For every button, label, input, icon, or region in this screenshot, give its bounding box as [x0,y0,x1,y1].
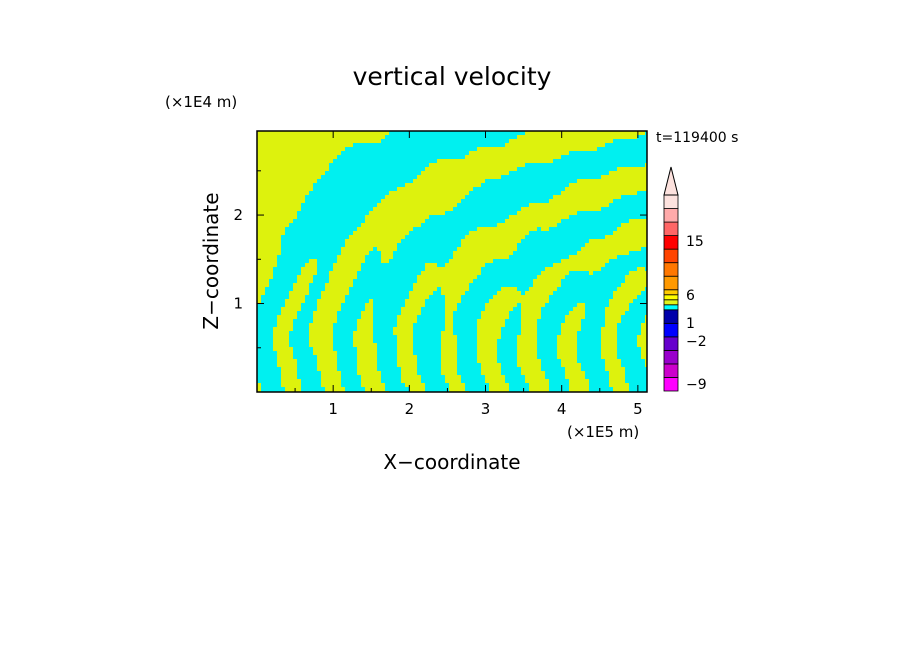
colorbar-segment [663,221,679,237]
colorbar-label: −9 [686,377,707,393]
time-label: t=119400 s [656,130,738,146]
x-tick-label: 1 [328,400,338,418]
colorbar-segment [663,322,679,338]
colorbar-segment [663,248,679,264]
colorbar-segment [663,289,679,296]
colorbar-label: 6 [686,288,695,304]
x-axis-ticks: 1 2 3 4 5 [294,131,643,418]
colorbar: 15 6 1 −2 −9 [663,166,707,393]
y-tick-label: 2 [233,206,243,224]
colorbar-segment [663,262,679,277]
colorbar-segment [663,294,679,301]
colorbar-segment [663,309,679,324]
chart-title: vertical velocity [353,62,552,91]
colorbar-segment [663,208,679,223]
x-tick-label: 2 [405,400,415,418]
velocity-field [257,131,647,392]
colorbar-segment [663,194,679,209]
colorbar-segment [663,299,679,306]
colorbar-label: 1 [686,316,695,332]
x-tick-label: 5 [633,400,643,418]
x-axis-label: X−coordinate [383,450,520,474]
colorbar-segment [663,304,679,311]
y-tick-label: 1 [233,295,243,313]
colorbar-segment [663,336,679,351]
y-unit-label: (×1E4 m) [165,93,237,111]
colorbar-label: −2 [686,334,707,350]
colorbar-label: 15 [686,234,704,250]
y-axis-label: Z−coordinate [199,192,223,329]
plot-frame [256,130,648,393]
colorbar-extend-arrow [663,166,679,196]
positive-velocity-region [257,131,647,392]
colorbar-segment [663,377,679,392]
x-tick-label: 4 [557,400,567,418]
colorbar-segment [663,275,679,291]
colorbar-segment [663,349,679,365]
x-unit-label: (×1E5 m) [567,423,639,441]
colorbar-segment [663,235,679,250]
colorbar-segment [663,363,679,378]
y-axis-ticks: 12 [233,170,647,349]
x-tick-label: 3 [481,400,491,418]
